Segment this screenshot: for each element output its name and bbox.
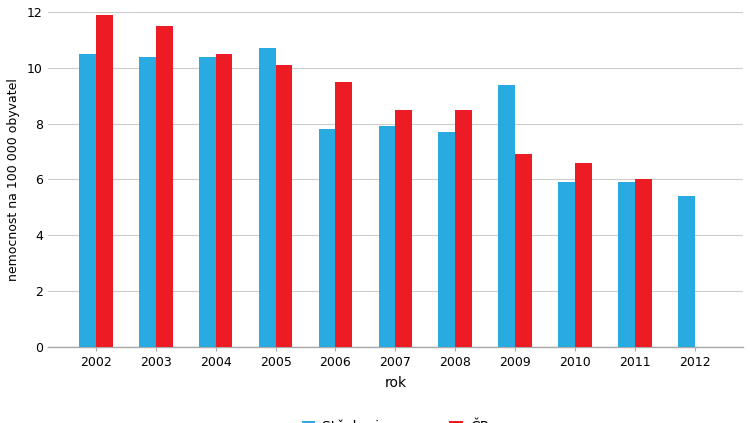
Legend: Stč. kraj, ČR: Stč. kraj, ČR (296, 414, 495, 423)
Bar (515, 154, 532, 347)
Bar (634, 179, 652, 347)
X-axis label: rok: rok (384, 376, 406, 390)
Bar (319, 129, 335, 347)
Bar (199, 57, 216, 347)
Bar (96, 15, 112, 347)
Bar (439, 132, 455, 347)
Bar (48, 347, 743, 357)
Bar (379, 126, 395, 347)
Bar (575, 163, 592, 347)
Bar (678, 196, 694, 347)
Bar (618, 182, 634, 347)
FancyBboxPatch shape (66, 347, 724, 355)
Bar (156, 26, 172, 347)
Bar (216, 54, 232, 347)
Bar (335, 82, 352, 347)
Y-axis label: nemocnost na 100 000 obyvatel: nemocnost na 100 000 obyvatel (7, 78, 20, 281)
Bar (498, 85, 515, 347)
Bar (139, 57, 156, 347)
Bar (259, 48, 275, 347)
Bar (558, 182, 575, 347)
Bar (455, 110, 472, 347)
Bar (275, 65, 292, 347)
Bar (80, 54, 96, 347)
Bar (395, 110, 412, 347)
